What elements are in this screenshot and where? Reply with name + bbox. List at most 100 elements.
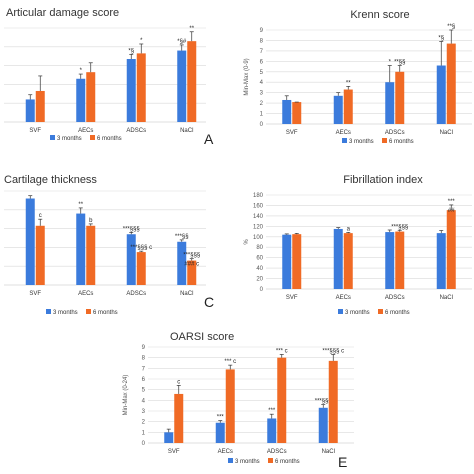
legend-swatch: [46, 309, 51, 314]
significance-label: **: [78, 202, 83, 208]
bar-6-months-SVF: [35, 225, 45, 285]
bar-3-months-ADSCs: [385, 82, 395, 124]
bar-6-months-AECs: [86, 225, 96, 285]
y-tick-label: 4: [260, 80, 264, 86]
bar-3-months-ADSCs: [126, 59, 136, 122]
bar-6-months-SVF: [35, 90, 45, 122]
category-label: SVF: [29, 128, 41, 134]
significance-label: ***§§§: [123, 226, 140, 232]
y-tick-label: 0: [260, 122, 264, 128]
y-tick-label: 60: [256, 256, 263, 262]
category-label: NaCl: [180, 291, 193, 297]
chart-title: Krenn score: [350, 9, 409, 21]
chart-panel-cartilage-thickness: Cartilage thickness c SVF ** b AECs ***§§§ ***§…: [0, 163, 234, 321]
bar-3-months-ADSCs: [385, 232, 395, 289]
y-axis-label: Min-Max (0-24): [123, 375, 129, 416]
legend-swatch: [382, 138, 387, 143]
y-tick-label: 3: [260, 91, 264, 97]
bar-3-months-ADSCs: [267, 418, 277, 443]
category-label: SVF: [286, 295, 298, 301]
significance-label: *** c: [224, 359, 236, 365]
chart-panel-articular-damage: Articular damage score SVF * AECs *§ * ADSCs *§…: [0, 0, 234, 158]
bar-3-months-AECs: [76, 78, 86, 122]
y-tick-label: 4: [142, 398, 146, 404]
category-label: SVF: [286, 130, 298, 136]
panel-letter: E: [338, 454, 347, 470]
significance-label: *§: [128, 48, 134, 54]
significance-label: ***: [268, 408, 276, 414]
y-tick-label: 20: [256, 277, 263, 283]
bar-6-months-ADSCs: [136, 53, 146, 122]
bar-3-months-ADSCs: [126, 234, 136, 285]
legend-swatch: [378, 309, 383, 314]
bar-3-months-AECs: [333, 228, 343, 289]
y-tick-label: 1: [142, 430, 146, 436]
bar-6-months-ADSCs: [395, 231, 405, 289]
significance-label: *§#: [177, 39, 187, 45]
fibrillation-index-chart: Fibrillation index 0 20 40 60 80 100 120 140 160 1…: [244, 174, 472, 316]
legend-label: 6 months: [385, 310, 410, 316]
significance-label: *** c: [276, 348, 288, 354]
significance-label-secondary: ##: [448, 208, 455, 214]
y-tick-label: 140: [253, 214, 264, 220]
legend-label: 6 months: [93, 310, 118, 316]
significance-label: a: [347, 226, 351, 232]
category-label: SVF: [29, 291, 41, 297]
significance-label: *: [140, 38, 143, 44]
legend-label: 3 months: [53, 310, 78, 316]
significance-label: ***§§§: [391, 224, 408, 230]
legend-swatch: [50, 135, 55, 140]
bar-6-months-ADSCs: [136, 252, 146, 285]
y-tick-label: 8: [142, 356, 146, 362]
bar-6-months-ADSCs: [277, 357, 287, 443]
category-label: AECs: [336, 295, 351, 301]
bar-6-months-NaCl: [187, 41, 197, 122]
category-label: SVF: [168, 449, 180, 455]
significance-label: ***§§§: [315, 399, 332, 405]
y-tick-label: 2: [142, 420, 146, 426]
category-label: AECs: [78, 128, 93, 134]
chart-title: OARSI score: [170, 331, 234, 343]
bar-3-months-NaCl: [436, 233, 446, 289]
bar-3-months-NaCl: [436, 65, 446, 124]
chart-title: Cartilage thickness: [4, 174, 97, 186]
bar-6-months-NaCl: [446, 43, 456, 125]
significance-label: ***§§§ c: [130, 245, 152, 251]
y-tick-label: 2: [260, 101, 264, 107]
y-tick-label: 5: [260, 70, 264, 76]
y-tick-label: 180: [253, 193, 264, 199]
y-tick-label: 7: [142, 366, 146, 372]
significance-label-secondary: ### c: [184, 262, 199, 268]
y-tick-label: 80: [256, 245, 263, 251]
significance-label: *§: [438, 35, 444, 41]
y-tick-label: 0: [260, 287, 264, 293]
category-label: AECs: [78, 291, 93, 297]
bar-3-months-NaCl: [177, 50, 187, 123]
bar-6-months-NaCl: [187, 260, 197, 285]
legend-swatch: [338, 309, 343, 314]
bar-3-months-SVF: [282, 234, 292, 289]
category-label: ADSCs: [385, 295, 405, 301]
category-label: AECs: [336, 130, 351, 136]
bar-3-months-AECs: [76, 213, 86, 285]
y-tick-label: 6: [260, 59, 264, 65]
significance-label: c: [39, 213, 42, 219]
y-tick-label: 120: [253, 224, 264, 230]
category-label: ADSCs: [126, 128, 146, 134]
significance-label: **: [189, 26, 194, 32]
category-label: NaCl: [322, 449, 335, 455]
significance-label: **: [346, 80, 351, 86]
significance-label: ***: [448, 199, 456, 205]
legend-swatch: [268, 458, 273, 463]
legend-label: 3 months: [349, 139, 374, 145]
bar-3-months-AECs: [215, 422, 225, 443]
significance-label: ***§§§ c: [322, 348, 344, 354]
category-label: ADSCs: [126, 291, 146, 297]
significance-label: c: [177, 379, 180, 385]
krenn-chart: Krenn score 0 1 2 3 4 5 6 7 8 9 Min-Max (0-9) SVF ** A…: [244, 9, 472, 145]
bar-6-months-SVF: [174, 393, 184, 443]
category-label: AECs: [218, 449, 233, 455]
oarsi-chart: OARSI score 0 1 2 3 4 5 6 7 8 9 Min-Max (0-24) c SVF *…: [123, 331, 354, 470]
bar-6-months-AECs: [343, 233, 353, 289]
significance-label: *: [389, 60, 392, 66]
